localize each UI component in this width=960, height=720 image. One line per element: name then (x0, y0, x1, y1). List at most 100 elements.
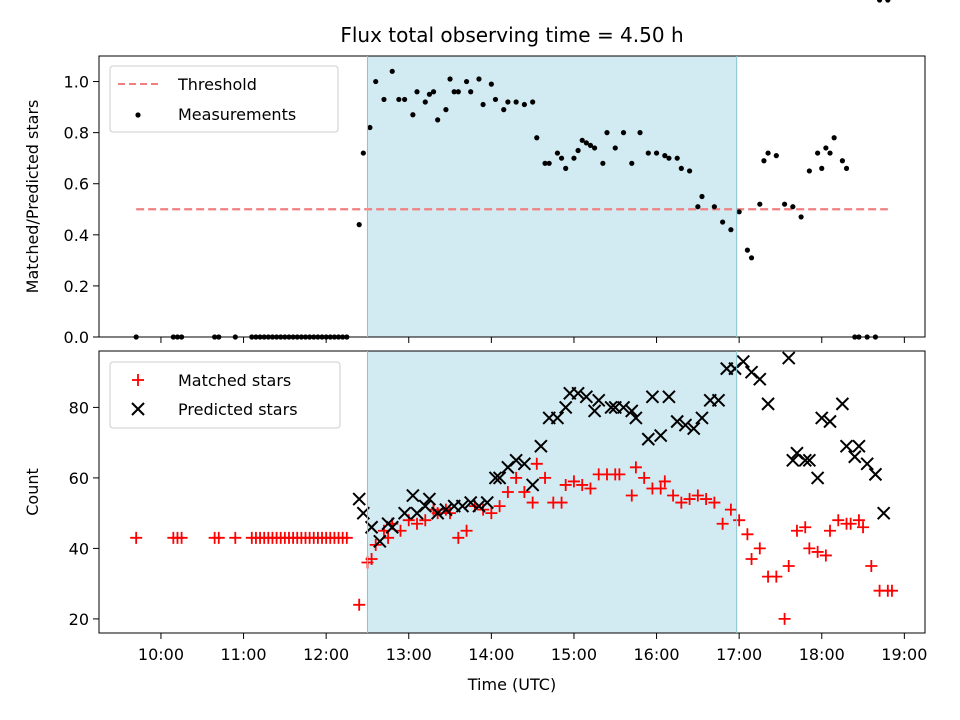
ratio-marks (133, 0, 891, 340)
predicted-stars-point (397, 506, 412, 520)
matched-stars-point (493, 500, 506, 513)
matched-stars-point (708, 496, 721, 509)
measurements-series (133, 0, 891, 340)
matched-stars-point (857, 521, 870, 534)
measurements-point (666, 155, 672, 161)
measurements-point (695, 204, 701, 210)
predicted-stars-point (761, 397, 775, 411)
count-frame (98, 350, 926, 634)
measurements-point (592, 145, 598, 151)
measurements-point (790, 204, 796, 210)
measurements-point (876, 0, 883, 3)
legend-measurements-label: Measurements (178, 105, 296, 124)
matched-stars-point (716, 517, 729, 530)
legend-threshold-label: Threshold (177, 75, 257, 94)
x-tick-label: 17:00 (716, 645, 762, 664)
measurements-point (554, 150, 561, 156)
matched-stars-point (539, 471, 552, 484)
matched-stars-point (745, 552, 758, 565)
y-tick-label: 0.2 (64, 277, 89, 296)
predicted-stars-point (352, 492, 366, 506)
predicted-stars-point (488, 471, 503, 485)
measurements-point (686, 168, 693, 174)
predicted-stars-point (579, 390, 594, 404)
measurements-point (447, 76, 453, 82)
matched-stars-point (832, 514, 845, 527)
y-tick-label: 0.8 (64, 124, 89, 143)
matched-stars-point (658, 475, 671, 488)
predicted-stars-point (852, 439, 866, 453)
measurements-point (600, 160, 606, 166)
ratio-legend: Threshold Measurements (109, 65, 339, 133)
measurements-point (530, 99, 536, 105)
predicted-stars-point (653, 428, 668, 443)
measurements-point (563, 165, 569, 171)
x-tick-label: 18:00 (799, 645, 845, 664)
matched-stars-point (629, 461, 642, 474)
predicted-stars-point (422, 492, 437, 506)
measurements-point (781, 201, 788, 207)
x-tick-label: 16:00 (633, 645, 679, 664)
predicted-stars-point (592, 393, 606, 408)
measurements-point (571, 155, 577, 161)
measurements-point (839, 158, 846, 164)
x-tick-label: 12:00 (303, 645, 349, 664)
predicted-stars-point (480, 495, 494, 510)
matched-stars-point (885, 584, 898, 597)
measurements-point (587, 142, 594, 149)
measurements-point (367, 124, 373, 131)
predicted-stars-point (517, 457, 532, 471)
predicted-stars-point (810, 471, 825, 485)
matched-stars-point (340, 531, 353, 544)
predicted-stars-point (736, 354, 750, 369)
x-tick-label: 15:00 (551, 645, 597, 664)
predicted-stars-point (753, 372, 767, 386)
predicted-stars-point (534, 439, 548, 453)
measurements-point (492, 96, 499, 103)
matched-stars-point (790, 524, 803, 537)
measurements-point (468, 89, 474, 95)
measurements-point (402, 96, 408, 103)
predicted-stars-point (629, 411, 643, 425)
x-tick-label: 19:00 (881, 645, 927, 664)
measurements-point (501, 107, 507, 113)
measurements-point (521, 101, 527, 108)
predicted-stars-point (868, 467, 883, 482)
y-tick-label: 1.0 (64, 73, 89, 92)
predicted-stars-point (472, 499, 486, 513)
measurements-point (736, 209, 742, 215)
matched-stars-point (803, 542, 816, 555)
measurements-point (558, 155, 565, 161)
matched-stars-point (638, 471, 651, 484)
predicted-stars-point (373, 534, 387, 549)
measurements-point (381, 96, 387, 103)
ratio-shaded-span (367, 56, 737, 337)
matched-stars-point (501, 486, 514, 498)
matched-stars-point (782, 560, 795, 573)
measurements-point (819, 165, 825, 171)
y-tick-label: 80 (69, 398, 89, 417)
measurements-point (430, 89, 437, 95)
matched-stars-point (555, 496, 568, 509)
predicted-stars-point (798, 453, 812, 467)
measurements-point (711, 204, 717, 210)
measurements-point (451, 89, 457, 95)
measurements-point (843, 165, 850, 171)
measurements-point (422, 99, 428, 105)
predicted-stars-series (352, 351, 891, 549)
matched-stars-point (811, 545, 824, 558)
ratio-y-axis-label: Matched/Predicted stars (23, 100, 42, 294)
measurements-point (699, 193, 705, 200)
x-tick-label: 13:00 (386, 645, 432, 664)
predicted-stars-point (641, 432, 655, 446)
y-tick-label: 40 (69, 539, 89, 558)
measurements-point (773, 153, 779, 159)
matched-stars-point (865, 560, 878, 573)
predicted-stars-point (678, 418, 693, 432)
predicted-stars-point (492, 471, 507, 485)
matched-stars-point (452, 531, 465, 544)
measurements-point (373, 78, 379, 85)
y-tick-label: 0.4 (64, 226, 89, 245)
count-legend-box (109, 361, 341, 429)
